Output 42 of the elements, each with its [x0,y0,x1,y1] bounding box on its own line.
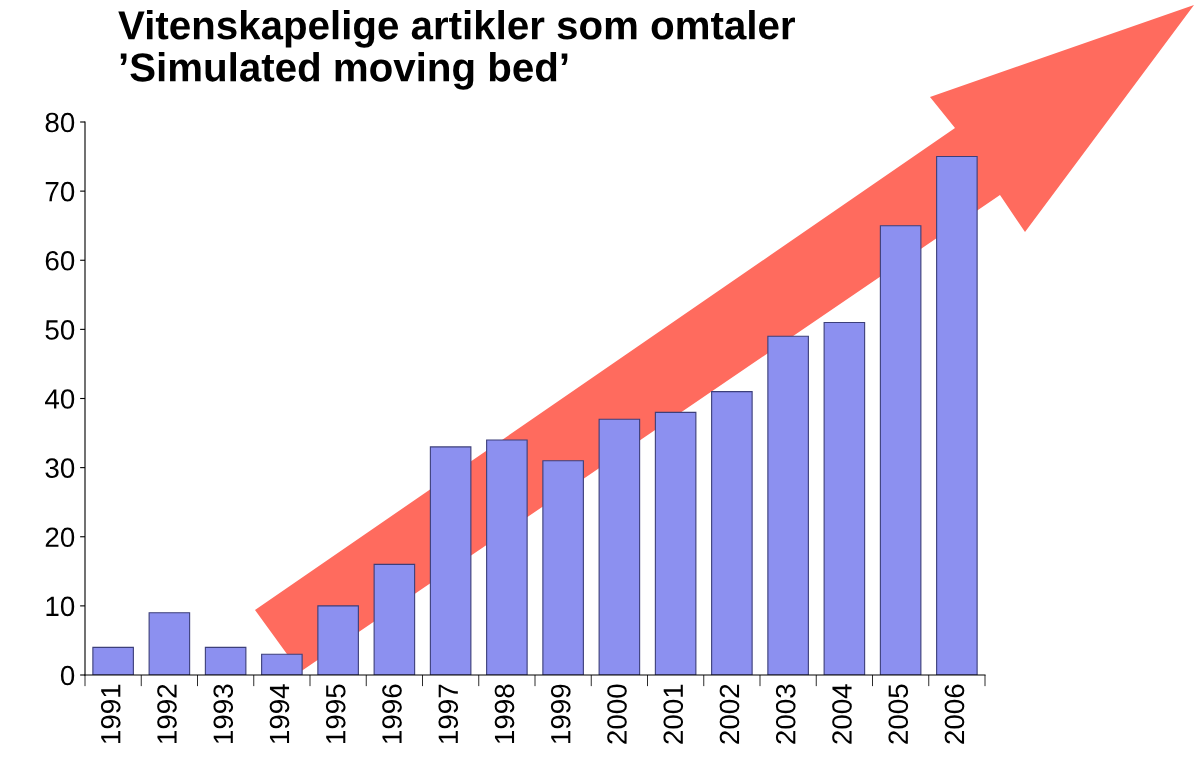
x-tick-label: 1999 [550,684,571,743]
x-tick-label: 2003 [775,684,796,744]
bar [148,612,191,675]
bar [936,156,978,675]
x-tick-label: 2002 [719,684,740,744]
x-tick-label: 2000 [607,684,627,744]
bar [767,335,809,675]
bar [598,418,641,675]
x-tick-label: 2005 [888,684,909,744]
x-tick-label: 1993 [213,684,234,743]
x-tick-label: 2004 [832,684,852,744]
x-tick-label: 1991 [100,684,121,743]
bar [261,653,303,675]
bar [92,646,134,675]
x-tick-label: 2001 [663,684,684,744]
y-tick-label: 10 [46,596,75,617]
y-tick-label: 70 [45,181,75,202]
bar [879,225,922,675]
x-tick-label: 1995 [325,684,346,743]
x-tick-label: 2006 [944,684,965,744]
bar [486,439,528,675]
y-tick-label: 60 [45,250,75,271]
x-tick-label: 1998 [494,684,515,743]
bar [204,646,247,675]
x-tick-label: 1992 [157,684,177,743]
y-tick-label: 80 [45,112,75,133]
bar [317,605,359,675]
y-tick-label: 30 [45,458,75,478]
chart-title: Vitenskapelige artikler som omtaler ’Simulated moving bed’ [118,10,795,90]
bar [711,391,753,675]
y-tick-label: 0 [60,665,75,686]
x-tick-label: 1997 [438,684,459,743]
x-tick-label: 1994 [269,684,290,743]
bar [542,460,584,675]
bar [373,563,416,675]
bar [823,321,866,675]
y-tick-label: 40 [45,389,75,409]
x-tick-label: 1996 [382,684,402,743]
y-tick-label: 20 [45,527,75,548]
bar [654,411,697,675]
y-tick-label: 50 [45,320,75,340]
bar [429,446,472,675]
